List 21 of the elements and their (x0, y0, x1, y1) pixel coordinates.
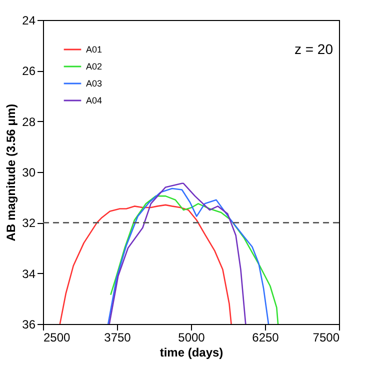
y-axis-title: AB magnitude (3.56 μm) (4, 104, 18, 242)
y-tick-label: 34 (22, 266, 36, 281)
y-tick-label: 30 (22, 166, 36, 180)
x-tick-label: 5000 (178, 330, 206, 344)
y-tick-label: 32 (22, 216, 36, 230)
legend-label: A03 (86, 78, 102, 88)
x-axis-title: time (days) (160, 346, 224, 360)
legend-label: A01 (86, 44, 102, 54)
y-tick-label: 36 (22, 318, 36, 332)
annotation: z = 20 (294, 41, 334, 57)
y-tick-label: 28 (22, 114, 36, 129)
y-tick-label: 26 (22, 64, 36, 78)
x-tick-label: 7500 (312, 330, 340, 344)
line-series (108, 182, 246, 324)
legend-label: A04 (86, 96, 102, 106)
x-tick-label: 3750 (104, 330, 132, 344)
legend-label: A02 (86, 62, 102, 72)
x-tick-label: 6250 (252, 330, 280, 344)
x-tick-label: 2500 (44, 330, 71, 344)
y-tick-label: 24 (22, 14, 36, 28)
line-series (59, 204, 232, 324)
